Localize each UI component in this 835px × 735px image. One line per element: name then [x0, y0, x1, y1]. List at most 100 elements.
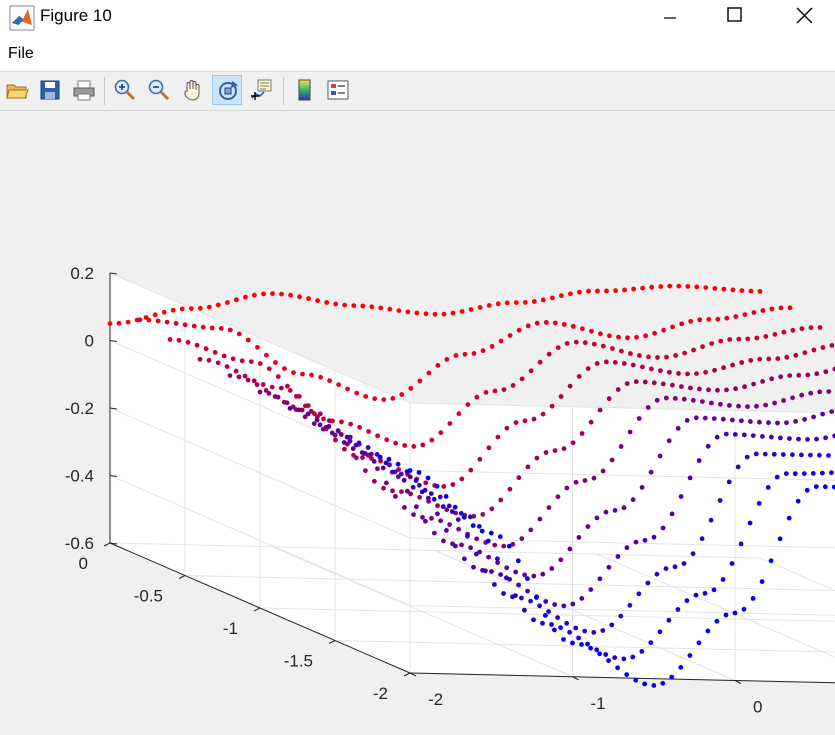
data-point — [374, 452, 380, 457]
data-point — [588, 419, 594, 425]
data-point — [633, 539, 639, 545]
data-point — [435, 511, 440, 517]
data-points — [107, 283, 835, 688]
data-point — [810, 471, 816, 476]
data-point — [616, 334, 621, 340]
data-point — [552, 627, 557, 633]
data-point — [636, 591, 642, 597]
data-point — [506, 543, 512, 549]
data-point — [467, 514, 473, 520]
data-tips-button[interactable] — [247, 75, 277, 105]
data-point — [756, 501, 762, 506]
data-point — [658, 368, 663, 374]
data-point — [687, 475, 693, 481]
data-point — [305, 411, 311, 417]
data-point — [287, 388, 293, 393]
data-point — [645, 405, 651, 410]
pan-button[interactable] — [178, 75, 208, 105]
data-point — [495, 301, 501, 307]
data-point — [615, 554, 621, 559]
data-point — [630, 654, 636, 660]
data-point — [579, 642, 584, 647]
insert-legend-button[interactable] — [323, 75, 353, 105]
data-point — [681, 561, 687, 566]
data-point — [371, 459, 377, 464]
data-point — [336, 382, 341, 388]
data-point — [678, 494, 684, 499]
data-point — [414, 504, 419, 510]
open-file-button[interactable] — [2, 75, 32, 105]
data-point — [125, 319, 131, 325]
data-point — [234, 297, 239, 303]
data-point — [522, 300, 528, 305]
y-tick-label: 0 — [753, 698, 762, 717]
data-point — [107, 321, 113, 326]
data-point — [477, 456, 483, 462]
data-point — [669, 511, 675, 517]
data-point — [438, 430, 444, 436]
data-point — [799, 392, 805, 398]
data-point — [453, 543, 458, 549]
data-point — [350, 446, 356, 451]
zoom-out-button[interactable] — [144, 75, 174, 105]
data-point — [732, 432, 738, 437]
data-point — [733, 386, 738, 392]
x-tick-label: 0 — [79, 554, 88, 573]
data-point — [558, 557, 564, 563]
data-point — [751, 310, 757, 315]
data-point — [564, 485, 570, 491]
data-point — [261, 291, 266, 297]
data-point — [264, 352, 269, 358]
insert-colorbar-button[interactable] — [290, 75, 320, 105]
data-point — [440, 504, 446, 509]
data-point — [291, 370, 296, 375]
menu-file[interactable]: File — [8, 45, 34, 62]
data-point — [573, 479, 579, 485]
data-point — [678, 665, 684, 670]
data-point — [540, 411, 546, 417]
rotate-3d-button[interactable] — [212, 75, 242, 105]
data-point — [552, 320, 558, 326]
data-point — [637, 353, 642, 358]
data-point — [555, 345, 561, 350]
data-point — [498, 497, 504, 503]
data-point — [251, 378, 257, 384]
y-tick-mark — [409, 672, 417, 677]
maximize-button[interactable] — [704, 0, 764, 36]
data-point — [525, 464, 531, 470]
data-point — [519, 595, 524, 601]
data-point — [273, 360, 278, 365]
data-point — [167, 337, 173, 342]
data-point — [450, 310, 456, 316]
print-button[interactable] — [69, 75, 99, 105]
close-button[interactable] — [774, 0, 834, 36]
data-point — [595, 288, 600, 294]
data-point — [423, 311, 429, 317]
data-point — [670, 324, 675, 330]
data-point — [459, 542, 464, 548]
data-point — [425, 495, 431, 501]
data-point — [739, 418, 744, 424]
data-point — [489, 506, 495, 512]
save-button[interactable] — [35, 75, 65, 105]
data-point — [748, 288, 754, 294]
data-point — [709, 400, 714, 406]
zoom-in-button[interactable] — [110, 75, 140, 105]
data-point — [257, 389, 263, 395]
data-point — [594, 361, 600, 366]
data-point — [718, 338, 724, 344]
minimize-button[interactable] — [640, 0, 700, 36]
data-point — [432, 530, 437, 536]
data-point — [495, 434, 501, 440]
data-point — [604, 288, 609, 294]
data-point — [194, 342, 200, 348]
plot-area[interactable]: 0.20-0.2-0.4-0.60-0.5-1-1.5-2-2-1012 — [0, 110, 835, 735]
data-point — [278, 385, 284, 391]
data-point — [588, 587, 594, 592]
data-point — [510, 541, 516, 547]
data-point — [269, 384, 275, 390]
data-point — [176, 337, 182, 343]
data-point — [805, 437, 810, 442]
figure-toolbar — [0, 72, 835, 111]
data-point — [703, 369, 708, 375]
